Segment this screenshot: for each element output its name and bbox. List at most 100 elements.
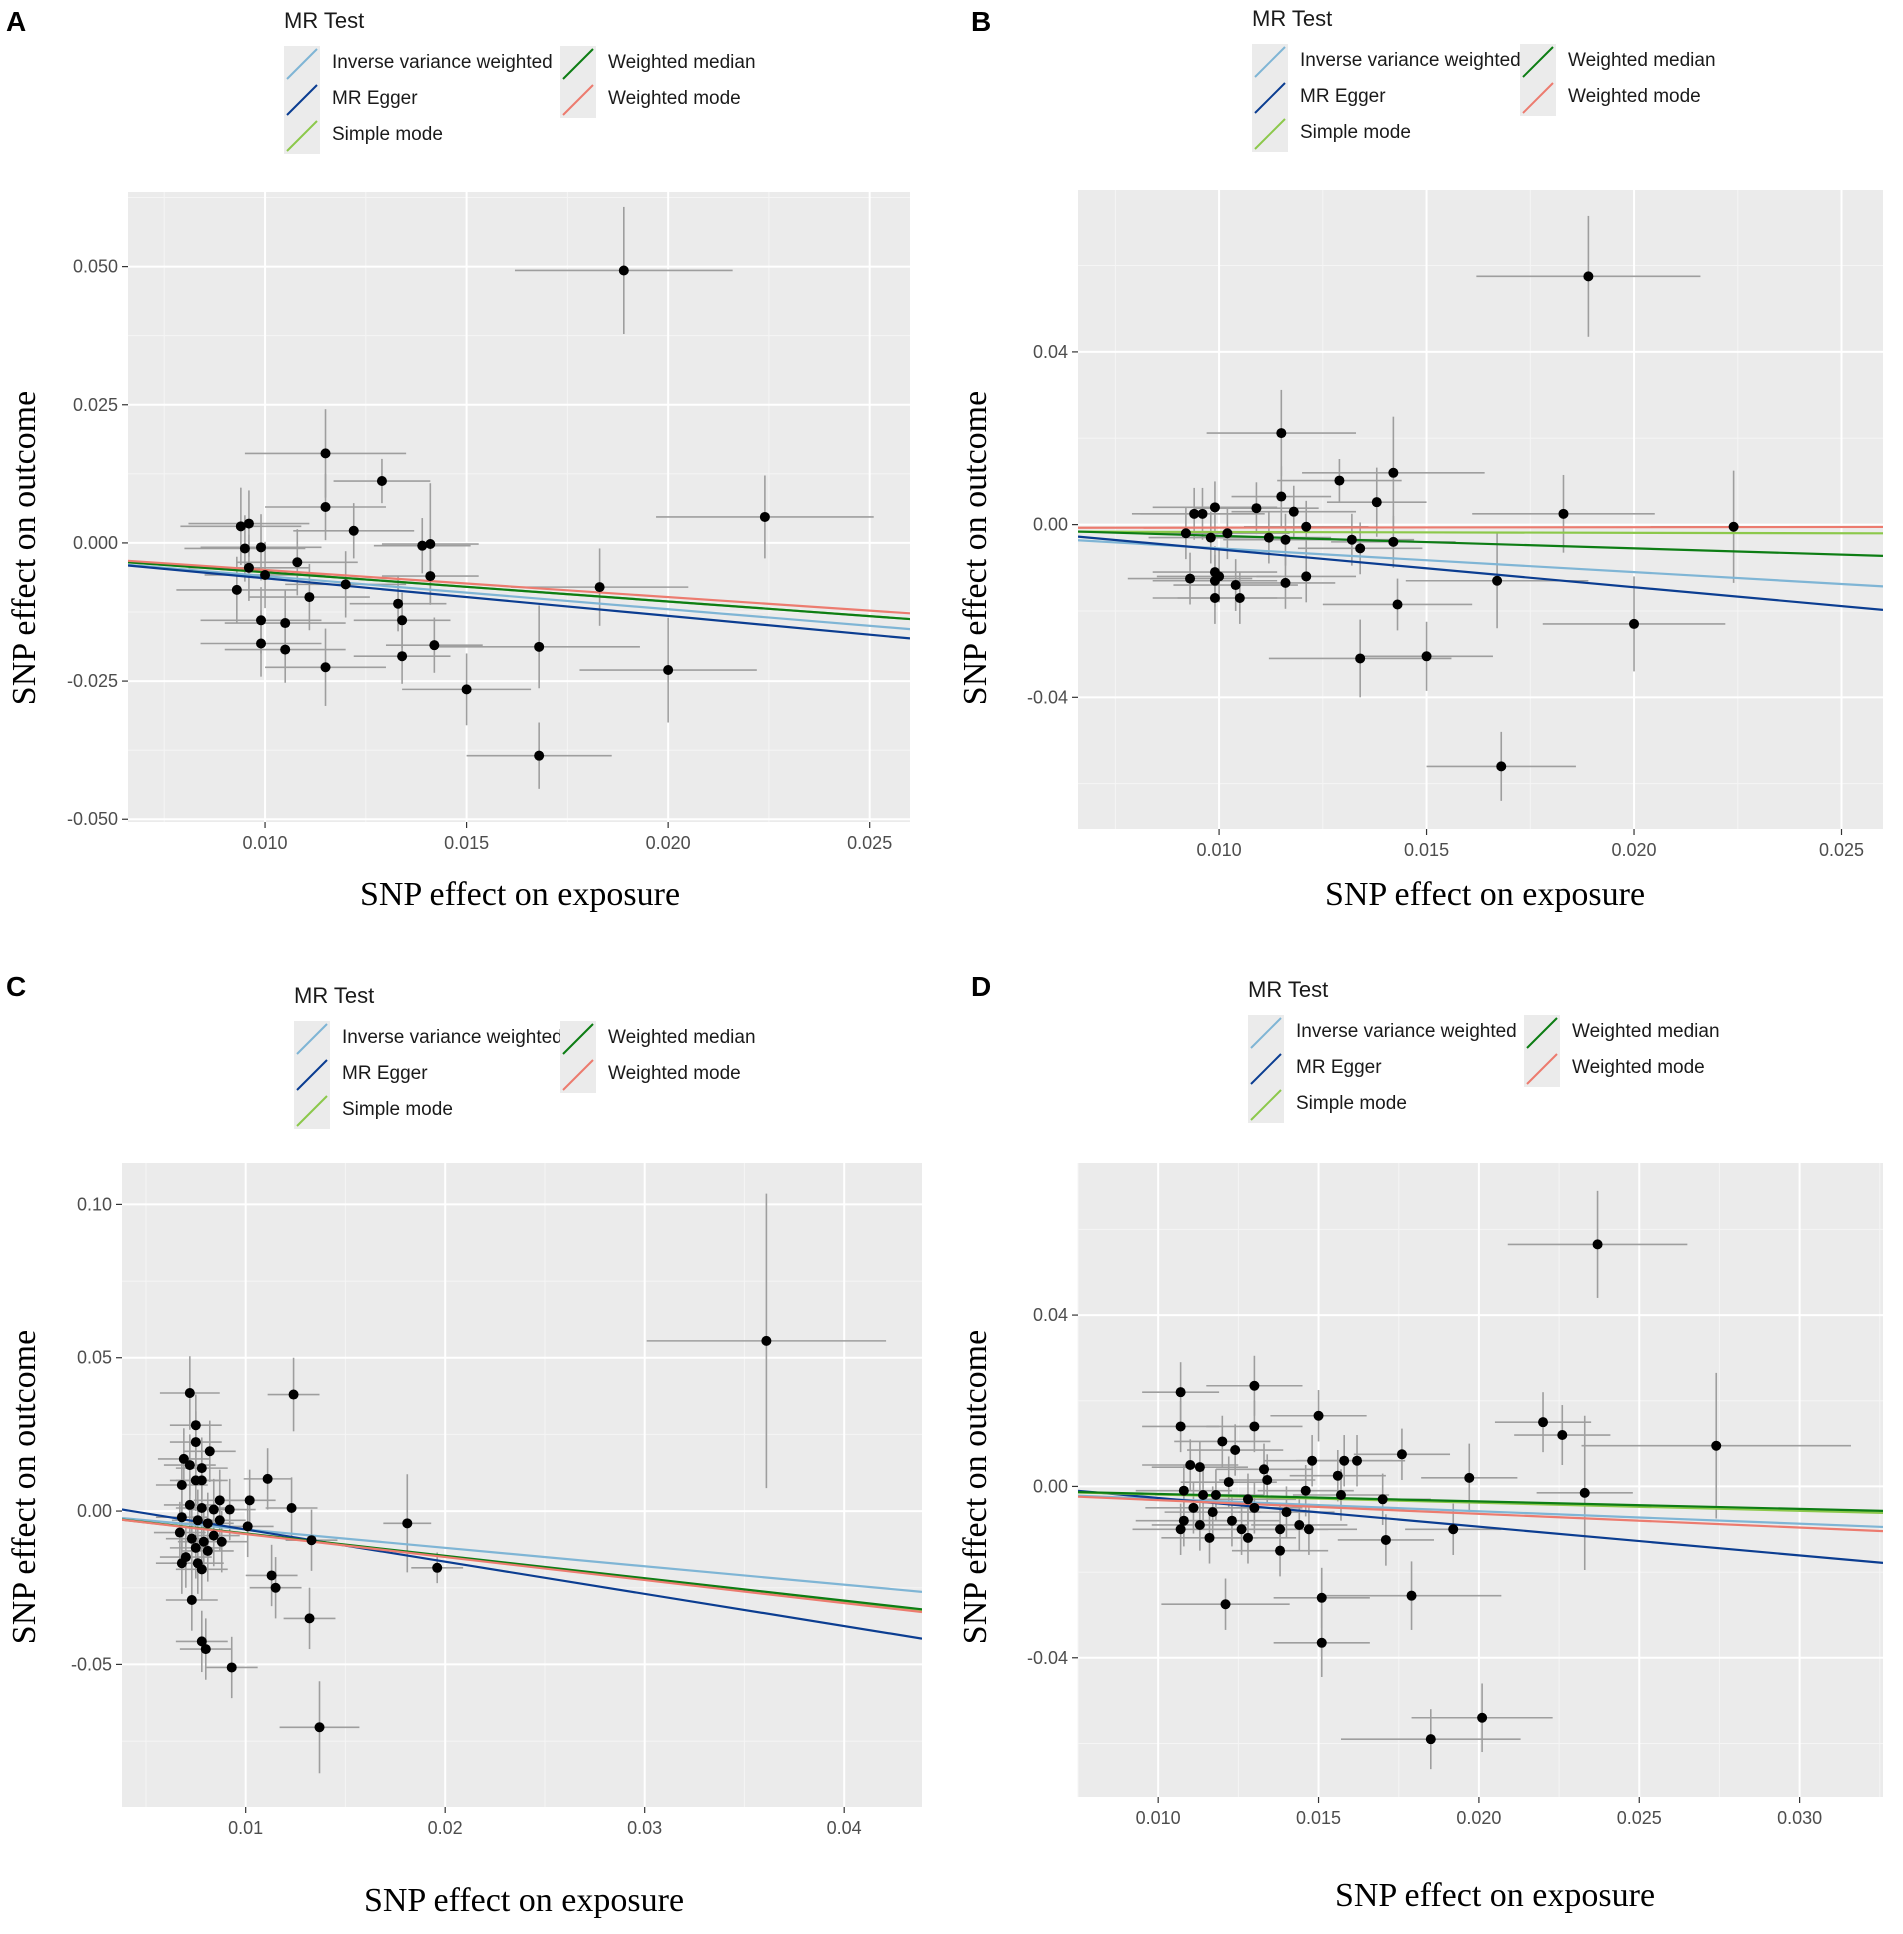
data-point	[1301, 521, 1312, 532]
data-point	[1334, 475, 1345, 486]
data-point	[1280, 577, 1291, 588]
data-point	[196, 1475, 207, 1486]
regression-line-mode	[1078, 1495, 1883, 1533]
legend-label: MR Egger	[1296, 1057, 1382, 1078]
data-point	[1355, 653, 1366, 664]
data-point	[1316, 1637, 1327, 1648]
y-tick-label: 0.050	[73, 257, 118, 277]
data-point	[314, 1722, 325, 1733]
data-point	[1377, 1494, 1388, 1505]
x-tick-label: 0.020	[1612, 840, 1657, 860]
data-point	[1557, 1430, 1568, 1441]
data-point	[304, 592, 315, 603]
y-tick-label: -0.025	[67, 671, 118, 691]
data-point	[1448, 1524, 1459, 1535]
x-tick-label: 0.010	[243, 833, 288, 853]
data-point	[214, 1495, 225, 1506]
data-point	[198, 1536, 209, 1547]
regression-line-egger	[128, 564, 910, 640]
data-point	[1288, 506, 1299, 517]
data-point	[1175, 1524, 1186, 1535]
data-point	[1249, 1502, 1260, 1513]
x-tick-label: 0.01	[228, 1818, 263, 1838]
plot-content	[1078, 1190, 1883, 1770]
x-tick-label: 0.025	[1617, 1808, 1662, 1828]
data-point	[1259, 1464, 1270, 1475]
data-point	[1230, 1445, 1241, 1456]
y-axis-title: SNP effect on outcome	[957, 391, 994, 705]
x-tick-label: 0.020	[1456, 1808, 1501, 1828]
y-tick-label: 0.00	[1033, 515, 1068, 535]
data-point	[759, 511, 770, 522]
data-point	[429, 640, 440, 651]
data-point	[1301, 571, 1312, 582]
y-tick-label: 0.04	[1033, 342, 1068, 362]
data-point	[1352, 1455, 1363, 1466]
data-point	[204, 1446, 215, 1457]
y-tick-label: -0.050	[67, 809, 118, 829]
data-point	[1538, 1417, 1549, 1428]
regression-line-ivw	[1078, 1494, 1883, 1529]
plot-background	[1078, 1163, 1883, 1797]
data-point	[1313, 1410, 1324, 1421]
data-point	[1388, 536, 1399, 547]
data-point	[214, 1515, 225, 1526]
data-point	[1178, 1515, 1189, 1526]
data-point	[1583, 271, 1594, 282]
regression-line-simple	[1078, 530, 1883, 535]
data-point	[1194, 1519, 1205, 1530]
data-point	[184, 1460, 195, 1471]
legend-label: Weighted median	[1572, 1021, 1720, 1042]
legend-label: Simple mode	[342, 1099, 453, 1120]
legend-label: MR Egger	[332, 88, 418, 109]
data-point	[402, 1518, 413, 1529]
y-tick-label: -0.05	[71, 1654, 112, 1674]
legend-label: Inverse variance weighted	[332, 52, 553, 73]
legend-label: Weighted mode	[1572, 1057, 1705, 1078]
x-axis-title: SNP effect on exposure	[1335, 1877, 1655, 1914]
plot-content	[1078, 215, 1883, 801]
data-point	[340, 579, 351, 590]
legend-title: MR Test	[1248, 977, 1329, 1002]
data-point	[280, 618, 291, 629]
data-point	[1207, 1507, 1218, 1518]
data-point	[1396, 1449, 1407, 1460]
data-point	[304, 1613, 315, 1624]
data-point	[1276, 491, 1287, 502]
x-tick-label: 0.04	[827, 1818, 862, 1838]
data-point	[270, 1582, 281, 1593]
panel-label: D	[971, 971, 992, 1002]
data-point	[260, 569, 271, 580]
data-point	[186, 1533, 197, 1544]
x-tick-label: 0.010	[1136, 1808, 1181, 1828]
data-point	[1230, 580, 1241, 591]
data-point	[266, 1570, 277, 1581]
data-point	[1332, 1470, 1343, 1481]
data-point	[196, 1463, 207, 1474]
x-tick-label: 0.03	[627, 1818, 662, 1838]
scatter-plot: 0.010 0.015 0.020 0.025 -0.050 -0.025 0.000 0.0…	[6, 192, 910, 913]
panel-c: C MR Test Inverse variance weighted MR E…	[0, 967, 951, 1934]
legend-label: MR Egger	[342, 1063, 428, 1084]
y-tick-label: 0.025	[73, 395, 118, 415]
data-point	[1178, 1485, 1189, 1496]
data-point	[1198, 1489, 1209, 1500]
legend-title: MR Test	[1252, 6, 1333, 31]
data-point	[1406, 1590, 1417, 1601]
data-point	[1236, 1524, 1247, 1535]
data-point	[256, 615, 267, 626]
data-point	[393, 598, 404, 609]
regression-line-egger	[122, 1508, 922, 1640]
data-point	[239, 543, 250, 554]
plot-background	[122, 1163, 922, 1807]
data-point	[208, 1504, 219, 1515]
panel-label: A	[6, 6, 27, 37]
data-point	[1223, 1477, 1234, 1488]
plot-background	[128, 192, 910, 822]
data-point	[594, 582, 605, 593]
data-point	[196, 1636, 207, 1647]
scatter-plot: 0.010 0.015 0.020 0.025 -0.04 0.00 0.04 SNP eff…	[957, 190, 1883, 913]
data-point	[192, 1515, 203, 1526]
x-tick-label: 0.030	[1777, 1808, 1822, 1828]
y-tick-label: 0.000	[73, 533, 118, 553]
